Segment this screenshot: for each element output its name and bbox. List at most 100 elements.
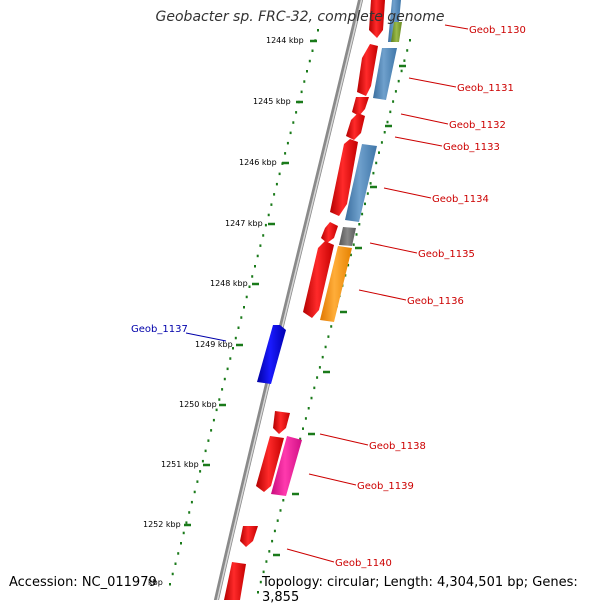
ruler-labels: 1244 kbp 1245 kbp 1246 kbp 1247 kbp 1248… bbox=[143, 36, 304, 587]
ruler-dot bbox=[311, 49, 314, 52]
gene-label-geob-1131[interactable]: Geob_1131 bbox=[457, 83, 514, 94]
tick-label: kbp bbox=[148, 578, 163, 587]
ruler-dot bbox=[257, 591, 259, 594]
gene-label-geob-1139[interactable]: Geob_1139 bbox=[357, 481, 414, 492]
gene-label-geob-1137[interactable]: Geob_1137 bbox=[131, 324, 188, 335]
ruler-dot bbox=[302, 427, 304, 430]
ruler-dot bbox=[212, 418, 215, 422]
ruler-dot bbox=[321, 355, 324, 359]
callout-line bbox=[394, 136, 443, 147]
ruler-dot bbox=[284, 152, 287, 155]
gene-arrow[interactable] bbox=[273, 411, 290, 434]
gene-label-geob-1140[interactable]: Geob_1140 bbox=[335, 558, 392, 569]
tick-label: 1249 kbp bbox=[195, 340, 233, 349]
gene-label-geob-1133[interactable]: Geob_1133 bbox=[443, 142, 500, 153]
ruler-dot bbox=[210, 429, 213, 432]
ruler-dot bbox=[273, 529, 276, 533]
ruler-dot bbox=[199, 470, 202, 473]
gene-label-geob-1136[interactable]: Geob_1136 bbox=[407, 296, 464, 307]
ruler-dot bbox=[313, 386, 316, 390]
ruler-dot bbox=[318, 366, 321, 369]
ruler-dot bbox=[380, 141, 383, 144]
tick-label: 1245 kbp bbox=[253, 97, 291, 106]
ruler-dot bbox=[243, 306, 245, 309]
ruler-dot bbox=[303, 80, 306, 83]
ruler-dot bbox=[375, 161, 378, 165]
ruler-dot bbox=[223, 377, 226, 381]
genome-backbone bbox=[213, 0, 364, 603]
gene-block[interactable] bbox=[391, 22, 402, 42]
gene-features bbox=[224, 0, 402, 600]
ruler-dot bbox=[361, 212, 364, 216]
ruler-dot bbox=[237, 326, 240, 329]
callout-line bbox=[358, 289, 407, 301]
genome-backbone-highlight bbox=[216, 0, 363, 603]
ruler-dot bbox=[295, 111, 298, 114]
gene-arrow[interactable] bbox=[357, 44, 378, 96]
ruler-dot bbox=[226, 367, 229, 371]
gene-label-geob-1138[interactable]: Geob_1138 bbox=[369, 441, 426, 452]
gene-block[interactable] bbox=[339, 227, 356, 246]
gene-block[interactable] bbox=[271, 436, 302, 496]
gene-label-geob-1135[interactable]: Geob_1135 bbox=[418, 249, 475, 260]
ruler-dot bbox=[400, 69, 403, 73]
ruler-dot bbox=[180, 542, 182, 545]
ruler-dot bbox=[248, 285, 251, 288]
gene-block[interactable] bbox=[320, 246, 352, 322]
callout-line bbox=[408, 77, 457, 88]
genome-info-text: Topology: circular; Length: 4,304,501 bp… bbox=[262, 575, 578, 605]
ruler-dot bbox=[193, 490, 196, 494]
gene-block[interactable] bbox=[345, 144, 377, 222]
gene-arrow[interactable] bbox=[369, 0, 385, 38]
ruler-dot bbox=[251, 275, 254, 278]
gene-arrow[interactable] bbox=[224, 562, 246, 600]
ruler-dot bbox=[317, 29, 319, 32]
gene-label-geob-1134[interactable]: Geob_1134 bbox=[432, 194, 489, 205]
ruler-dot bbox=[386, 120, 389, 124]
ruler-dot bbox=[366, 192, 369, 195]
callout-line bbox=[185, 332, 227, 342]
tick-label: 1252 kbp bbox=[143, 520, 181, 529]
gene-callouts bbox=[185, 24, 469, 563]
ruler-dot bbox=[270, 203, 273, 206]
ruler-dot bbox=[278, 172, 281, 176]
ruler-dot bbox=[347, 263, 350, 267]
ruler-dot bbox=[267, 213, 270, 217]
ruler-dot bbox=[394, 90, 397, 93]
ruler-dot bbox=[352, 243, 355, 246]
ruler-dot bbox=[201, 459, 204, 463]
ruler-dot bbox=[307, 407, 310, 410]
ruler-dot bbox=[306, 70, 308, 73]
ruler-dot bbox=[259, 580, 262, 584]
gene-block[interactable] bbox=[373, 48, 397, 100]
gene-arrow[interactable] bbox=[256, 436, 284, 492]
ruler-dot bbox=[240, 316, 243, 319]
callout-line bbox=[319, 433, 369, 446]
gene-arrow[interactable] bbox=[240, 526, 258, 547]
tick-label: 1250 kbp bbox=[179, 400, 217, 409]
callout-line bbox=[444, 24, 469, 30]
ruler-dot bbox=[262, 234, 265, 237]
ruler-dot bbox=[256, 254, 259, 258]
gene-arrow[interactable] bbox=[321, 222, 338, 243]
gene-label-geob-1130[interactable]: Geob_1130 bbox=[469, 25, 526, 36]
ruler-dot bbox=[330, 325, 333, 328]
gene-label-geob-1132[interactable]: Geob_1132 bbox=[449, 120, 506, 131]
gene-arrow[interactable] bbox=[257, 325, 286, 384]
ruler-dot bbox=[229, 357, 232, 360]
ruler-dot bbox=[254, 265, 256, 268]
ruler-dot bbox=[188, 511, 191, 514]
ruler-dot bbox=[372, 171, 375, 175]
gene-arrow[interactable] bbox=[303, 241, 334, 318]
callout-line bbox=[400, 113, 449, 125]
gene-arrow[interactable] bbox=[346, 113, 365, 140]
gene-arrow[interactable] bbox=[330, 139, 358, 216]
ruler-dot bbox=[196, 480, 199, 483]
ruler-dot bbox=[204, 449, 207, 453]
ruler-dot bbox=[327, 335, 330, 338]
gene-arrow[interactable] bbox=[352, 97, 369, 116]
ruler-dot bbox=[378, 151, 380, 154]
ruler-dot bbox=[282, 499, 285, 502]
